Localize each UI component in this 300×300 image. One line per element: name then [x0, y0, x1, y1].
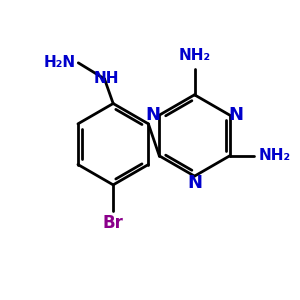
Text: N: N	[146, 106, 160, 124]
Text: Br: Br	[103, 214, 124, 232]
Text: N: N	[229, 106, 244, 124]
Text: N: N	[187, 173, 202, 191]
Text: NH: NH	[93, 71, 119, 86]
Text: NH₂: NH₂	[259, 148, 291, 163]
Text: NH₂: NH₂	[178, 48, 211, 63]
Text: H₂N: H₂N	[43, 55, 75, 70]
